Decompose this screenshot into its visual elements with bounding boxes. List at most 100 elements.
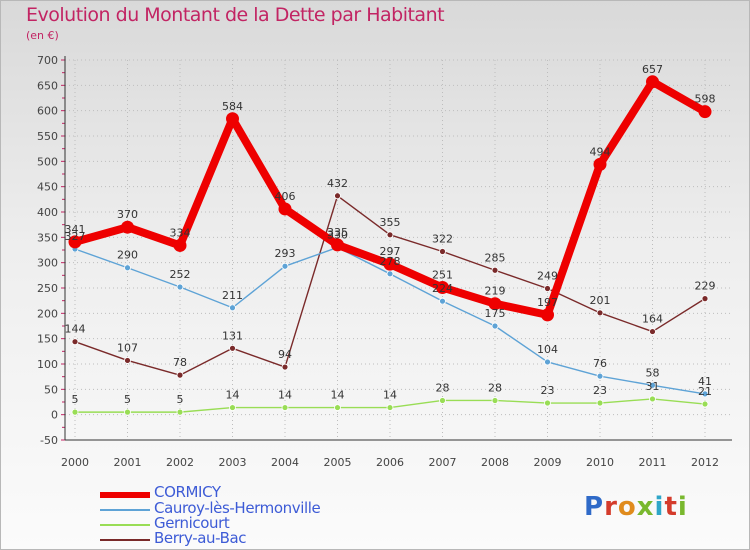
x-tick-label: 2002	[166, 456, 194, 469]
data-point	[176, 408, 184, 416]
data-point	[488, 297, 502, 311]
data-point	[701, 400, 709, 408]
x-tick-label: 2005	[324, 456, 352, 469]
data-point	[544, 285, 551, 292]
data-point	[596, 399, 604, 407]
y-tick-label: 650	[37, 79, 58, 92]
data-point	[649, 381, 656, 389]
data-point	[436, 280, 449, 294]
data-point	[649, 328, 656, 335]
data-label: 322	[432, 233, 453, 246]
data-label: 14	[226, 389, 240, 402]
data-label: 5	[177, 393, 184, 406]
data-point	[386, 404, 394, 411]
data-label: 5	[72, 393, 79, 406]
data-label: 285	[485, 251, 506, 264]
data-label: 104	[537, 343, 558, 356]
x-tick-label: 2000	[61, 456, 89, 469]
data-label: 224	[432, 282, 453, 295]
data-label: 175	[485, 307, 506, 320]
y-tick-label: 150	[37, 333, 58, 346]
data-point	[71, 338, 79, 346]
y-tick-label: 350	[37, 231, 58, 244]
data-label: 211	[222, 289, 243, 302]
data-label: 598	[695, 93, 716, 106]
chart-title: Evolution du Montant de la Dette par Hab…	[26, 4, 445, 26]
data-label: 355	[380, 216, 401, 229]
proxiti-logo: Proxiti	[584, 492, 688, 522]
data-point	[386, 231, 394, 239]
data-label: 28	[436, 381, 450, 394]
data-point	[439, 248, 446, 255]
data-label: 201	[590, 294, 611, 307]
data-point	[334, 404, 341, 411]
y-tick-label: 500	[37, 155, 58, 168]
y-tick-label: 700	[37, 54, 58, 67]
data-point	[439, 297, 446, 305]
data-point	[334, 192, 341, 200]
y-tick-label: 250	[37, 282, 58, 295]
x-tick-label: 2006	[376, 456, 404, 469]
legend-label: Berry-au-Bac	[154, 529, 247, 547]
data-label: 341	[65, 223, 86, 236]
data-point	[596, 372, 604, 380]
y-tick-label: 550	[37, 130, 58, 143]
data-point	[698, 105, 712, 119]
x-tick-label: 2011	[639, 456, 667, 469]
data-label: 14	[278, 389, 292, 402]
legend-label: Cauroy-lès-Hermonville	[154, 499, 321, 517]
data-label: 229	[695, 280, 716, 293]
data-label: 278	[380, 255, 401, 268]
data-label: 41	[698, 375, 712, 388]
data-label: 406	[275, 190, 296, 203]
data-point	[281, 404, 289, 411]
data-point	[229, 304, 236, 312]
legend-label: Gernicourt	[154, 514, 230, 532]
x-tick-label: 2003	[219, 456, 247, 469]
data-point	[68, 235, 82, 249]
x-tick-label: 2012	[691, 456, 719, 469]
x-tick-label: 2001	[114, 456, 142, 469]
data-point	[281, 363, 289, 371]
data-point	[701, 390, 709, 398]
chart-subtitle: (en €)	[26, 29, 59, 42]
data-point	[383, 257, 397, 271]
data-label: 584	[222, 100, 243, 113]
data-label: 28	[488, 381, 502, 394]
data-point	[331, 238, 344, 252]
data-point	[439, 397, 446, 404]
y-tick-label: 0	[51, 409, 58, 422]
data-label: 370	[117, 208, 138, 221]
data-label: 76	[593, 357, 607, 370]
y-tick-label: 600	[37, 105, 58, 118]
legend-swatch	[100, 524, 150, 526]
data-label: 335	[327, 226, 348, 239]
data-point	[124, 264, 131, 272]
x-tick-label: 2010	[586, 456, 614, 469]
data-point	[491, 397, 499, 404]
data-point	[278, 202, 292, 216]
y-tick-label: 400	[37, 206, 58, 219]
x-tick-label: 2004	[271, 456, 299, 469]
data-label: 14	[383, 389, 397, 402]
x-tick-label: 2008	[481, 456, 509, 469]
data-label: 14	[331, 389, 345, 402]
x-tick-label: 2007	[429, 456, 457, 469]
data-label: 197	[537, 296, 558, 309]
data-label: 252	[170, 268, 191, 281]
data-label: 164	[642, 313, 663, 326]
data-point	[124, 408, 131, 416]
data-label: 23	[541, 384, 555, 397]
x-tick-label: 2009	[534, 456, 562, 469]
data-label: 5	[124, 393, 131, 406]
data-label: 327	[65, 230, 86, 243]
legend-label: CORMICY	[154, 483, 221, 501]
data-label: 297	[380, 245, 401, 258]
data-label: 330	[327, 228, 348, 241]
y-tick-label: 100	[37, 358, 58, 371]
data-point	[593, 157, 607, 171]
data-point	[491, 322, 499, 330]
y-tick-label: -50	[40, 434, 58, 447]
data-point	[544, 399, 551, 407]
